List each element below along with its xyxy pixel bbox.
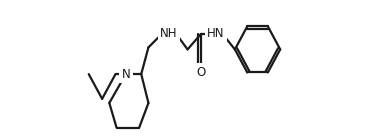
Text: NH: NH	[160, 27, 178, 40]
Text: HN: HN	[207, 27, 224, 40]
Text: O: O	[196, 66, 206, 79]
Text: N: N	[121, 68, 130, 81]
